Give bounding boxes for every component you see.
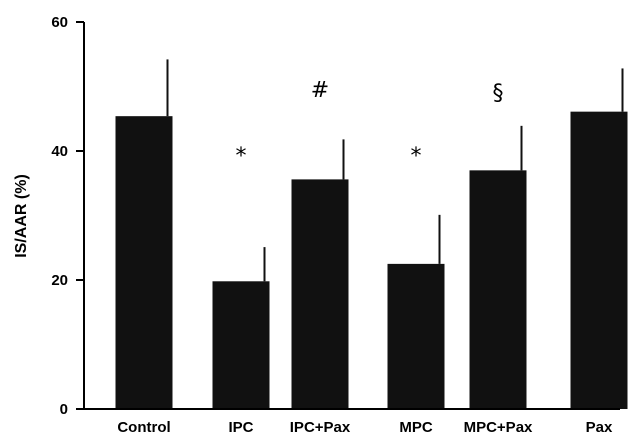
y-axis-title: IS/AAR (%) bbox=[13, 174, 30, 258]
x-tick-label: Control bbox=[117, 419, 170, 436]
plot-area: 0 20 40 60 Control IPC IPC+Pax MPC MPC+Pax Pax * # *… bbox=[51, 14, 628, 436]
x-tick-label: MPC+Pax bbox=[464, 419, 533, 436]
bar bbox=[570, 111, 628, 409]
x-tick-label: IPC bbox=[228, 419, 253, 436]
y-tick-label: 40 bbox=[51, 143, 68, 160]
significance-marker: § bbox=[493, 81, 504, 106]
y-tick-label: 60 bbox=[51, 14, 68, 31]
bar bbox=[115, 116, 173, 410]
significance-marker: * bbox=[411, 144, 422, 169]
x-tick-label: Pax bbox=[586, 419, 613, 436]
y-tick-label: 0 bbox=[60, 401, 68, 418]
significance-marker: * bbox=[236, 144, 247, 169]
x-tick-label: IPC+Pax bbox=[290, 419, 351, 436]
bar bbox=[291, 179, 349, 409]
x-tick-label: MPC bbox=[399, 419, 433, 436]
bar bbox=[387, 263, 445, 409]
bar bbox=[212, 281, 270, 409]
significance-marker: # bbox=[311, 78, 329, 103]
bar bbox=[469, 170, 527, 409]
y-tick-label: 20 bbox=[51, 272, 68, 289]
